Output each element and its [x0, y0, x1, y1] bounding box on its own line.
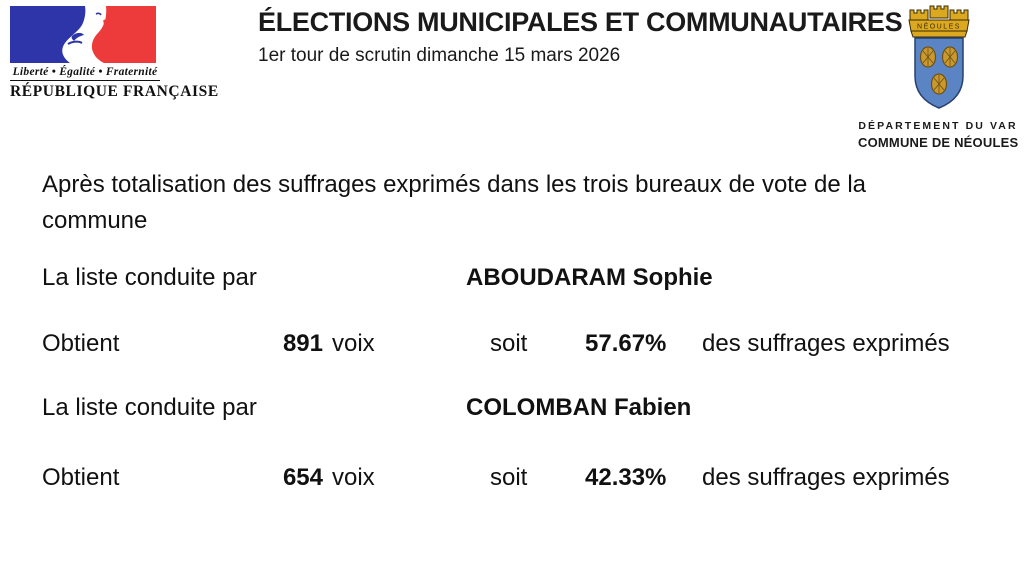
result-2-list-label: La liste conduite par: [42, 394, 257, 421]
result-2-votes-row: Obtient 654 voix soit 42.33% des suffrag…: [42, 464, 1002, 494]
result-1-list-label: La liste conduite par: [42, 264, 257, 291]
department-caption: DÉPARTEMENT DU VAR: [858, 120, 1018, 132]
page-subtitle: 1er tour de scrutin dimanche 15 mars 202…: [258, 45, 621, 66]
result-2-soit-label: soit: [490, 464, 528, 491]
result-1-votes-row: Obtient 891 voix soit 57.67% des suffrag…: [42, 330, 1002, 360]
neoules-coat-of-arms-icon: NÉOULES: [908, 5, 970, 109]
intro-paragraph: Après totalisation des suffrages exprimé…: [42, 171, 867, 234]
gov-motto: Liberté • Égalité • Fraternité: [10, 66, 160, 81]
page-title: ÉLECTIONS MUNICIPALES ET COMMUNAUTAIRES: [258, 7, 903, 37]
result-1-candidate-name: ABOUDARAM Sophie: [466, 264, 713, 291]
gov-republic-label: RÉPUBLIQUE FRANÇAISE: [10, 83, 219, 100]
result-2-list-row: La liste conduite par COLOMBAN Fabien: [42, 394, 1002, 424]
result-1-votes-value: 891: [282, 330, 323, 357]
result-2-candidate-name: COLOMBAN Fabien: [466, 394, 692, 421]
svg-text:NÉOULES: NÉOULES: [917, 22, 961, 31]
result-1-soit-label: soit: [490, 330, 528, 357]
header-title-block: ÉLECTIONS MUNICIPALES ET COMMUNAUTAIRES …: [258, 7, 903, 67]
result-1-percentage: 57.67%: [585, 330, 667, 357]
result-2-percentage: 42.33%: [585, 464, 667, 491]
commune-caption: COMMUNE DE NÉOULES: [858, 135, 1019, 150]
marianne-flag-icon: [10, 6, 156, 63]
commune-identity-block: NÉOULES DÉPARTEMENT DU VAR COMMUNE DE NÉ…: [858, 4, 1018, 150]
result-2-obtient-label: Obtient: [42, 464, 120, 491]
result-1-list-row: La liste conduite par ABOUDARAM Sophie: [42, 264, 1002, 294]
result-2-percentage-suffix: des suffrages exprimés: [702, 464, 950, 491]
result-2-votes-unit: voix: [332, 464, 375, 491]
result-1-obtient-label: Obtient: [42, 330, 120, 357]
republique-francaise-logo: Liberté • Égalité • Fraternité RÉPUBLIQU…: [10, 6, 219, 101]
result-1-percentage-suffix: des suffrages exprimés: [702, 330, 950, 357]
result-2-votes-value: 654: [282, 464, 323, 491]
result-1-votes-unit: voix: [332, 330, 375, 357]
